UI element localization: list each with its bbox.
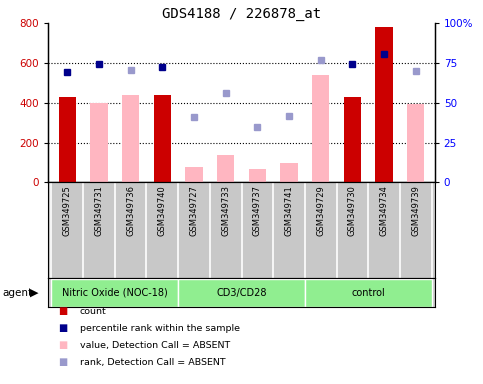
Text: GSM349727: GSM349727	[189, 185, 199, 236]
Text: rank, Detection Call = ABSENT: rank, Detection Call = ABSENT	[80, 358, 226, 367]
Bar	[58, 97, 76, 182]
Text: ■: ■	[58, 340, 67, 350]
Bar	[280, 164, 298, 182]
Bar	[407, 104, 425, 182]
Text: ▶: ▶	[30, 288, 39, 298]
Bar	[178, 279, 305, 306]
Bar	[122, 95, 140, 182]
Text: GSM349733: GSM349733	[221, 185, 230, 236]
Text: value, Detection Call = ABSENT: value, Detection Call = ABSENT	[80, 341, 230, 350]
Text: count: count	[80, 306, 106, 316]
Text: ■: ■	[58, 323, 67, 333]
Bar	[375, 27, 393, 182]
Text: GSM349725: GSM349725	[63, 185, 72, 236]
Text: CD3/CD28: CD3/CD28	[216, 288, 267, 298]
Text: GSM349729: GSM349729	[316, 185, 325, 236]
Bar	[90, 103, 108, 182]
Text: GSM349730: GSM349730	[348, 185, 357, 236]
Text: ■: ■	[58, 357, 67, 367]
Bar	[312, 75, 329, 182]
Text: GSM349731: GSM349731	[95, 185, 103, 236]
Bar	[343, 97, 361, 182]
Text: control: control	[351, 288, 385, 298]
Text: Nitric Oxide (NOC-18): Nitric Oxide (NOC-18)	[62, 288, 168, 298]
Text: agent: agent	[2, 288, 32, 298]
Text: GSM349739: GSM349739	[411, 185, 420, 236]
Text: percentile rank within the sample: percentile rank within the sample	[80, 324, 240, 333]
Text: GSM349736: GSM349736	[126, 185, 135, 236]
Title: GDS4188 / 226878_at: GDS4188 / 226878_at	[162, 7, 321, 21]
Text: GSM349741: GSM349741	[284, 185, 294, 236]
Text: GSM349734: GSM349734	[380, 185, 388, 236]
Bar	[305, 279, 431, 306]
Text: GSM349740: GSM349740	[158, 185, 167, 236]
Text: GSM349737: GSM349737	[253, 185, 262, 236]
Bar	[249, 169, 266, 182]
Bar	[154, 95, 171, 182]
Bar	[52, 279, 178, 306]
Bar	[217, 154, 234, 182]
Text: ■: ■	[58, 306, 67, 316]
Bar	[185, 167, 203, 182]
